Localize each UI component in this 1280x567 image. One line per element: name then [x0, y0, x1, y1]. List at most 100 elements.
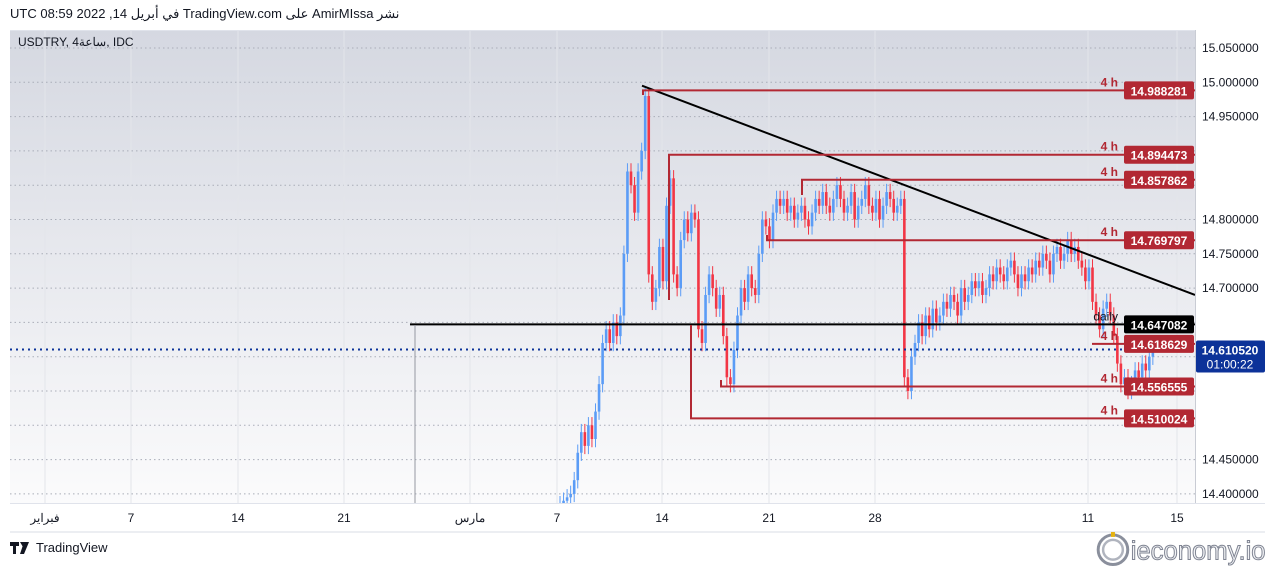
candle-body: [793, 205, 796, 220]
candle: [824, 183, 828, 215]
candle: [693, 204, 697, 228]
candle: [576, 444, 580, 489]
price-label: 14.988281: [1131, 84, 1188, 98]
candle: [654, 279, 658, 311]
candle: [1037, 252, 1041, 276]
candle: [995, 259, 998, 290]
candle-body: [739, 288, 743, 316]
candle-body: [690, 212, 693, 234]
candle-body: [988, 274, 991, 289]
price-label: 14.647082: [1131, 318, 1188, 332]
candle: [899, 190, 903, 215]
candle-body: [668, 178, 672, 206]
candle-body: [651, 274, 654, 302]
candle-body: [1027, 267, 1030, 282]
candle-body: [935, 308, 938, 323]
candle: [885, 183, 888, 215]
candle-body: [594, 411, 597, 440]
candle: [778, 190, 782, 215]
candle: [981, 273, 984, 304]
price-axis[interactable]: [1195, 30, 1266, 503]
trend-line: [641, 84, 1195, 296]
candle-body: [704, 294, 707, 343]
candle: [757, 245, 761, 304]
candle-body: [1059, 246, 1062, 261]
candle-body: [846, 205, 849, 213]
ieconomy-watermark: ieconomy.io: [1096, 531, 1266, 566]
candle-body: [920, 322, 924, 337]
candle: [1002, 266, 1006, 290]
level-timeframe-tag: 4 h: [1101, 403, 1118, 417]
candle-body: [1080, 260, 1084, 268]
price-tick-label: 14.400000: [1202, 487, 1259, 501]
price-tick-label: 14.950000: [1202, 110, 1259, 124]
candle: [924, 307, 927, 345]
candle: [871, 197, 874, 221]
candle-body: [693, 212, 697, 220]
candle-body: [963, 288, 966, 302]
chart-pane[interactable]: [10, 30, 1195, 504]
tradingview-logo[interactable]: TradingView: [10, 540, 108, 555]
candle-body: [1006, 267, 1009, 282]
candle: [640, 142, 643, 180]
candle-body: [803, 205, 807, 220]
candle: [746, 266, 750, 311]
candle: [796, 204, 800, 228]
candle-body: [658, 246, 661, 289]
candle: [661, 238, 665, 290]
candle-body: [853, 192, 856, 220]
candle: [935, 300, 938, 331]
candle-body: [707, 274, 711, 295]
level-timeframe-tag: daily: [1093, 309, 1118, 323]
candle: [718, 286, 722, 317]
candle-body: [611, 322, 615, 343]
candle-body: [917, 322, 920, 343]
level-timeframe-tag: 4 h: [1101, 140, 1118, 154]
candle-body: [636, 171, 640, 213]
candle: [682, 211, 686, 249]
candle-body: [998, 267, 1002, 275]
candle-body: [995, 267, 998, 282]
candle-body: [817, 198, 821, 206]
candle-body: [807, 219, 810, 227]
candle-body: [942, 301, 945, 316]
candle-body: [675, 274, 679, 289]
candle: [753, 279, 757, 304]
price-label: 14.857862: [1131, 174, 1188, 188]
candle-body: [849, 192, 853, 206]
current-price-label: 14.610520: [1202, 343, 1259, 357]
candle-body: [1087, 267, 1091, 282]
candle: [966, 286, 970, 311]
candle: [853, 183, 856, 228]
candle-body: [885, 192, 888, 206]
candle-body: [931, 308, 935, 330]
candle-body: [1101, 308, 1105, 330]
price-tick-label: 15.050000: [1202, 41, 1259, 55]
candle: [1084, 259, 1087, 290]
candle: [615, 314, 619, 345]
candle-body: [629, 171, 633, 186]
price-label: 14.510024: [1131, 412, 1188, 426]
candle-body: [661, 246, 665, 282]
time-tick-label: 11: [1082, 511, 1095, 525]
candle-body: [1098, 315, 1101, 330]
candle-countdown: 01:00:22: [1207, 357, 1254, 371]
candle-body: [580, 432, 583, 453]
candle-body: [970, 281, 974, 295]
candle: [707, 266, 711, 304]
candle-body: [895, 205, 899, 213]
candle: [611, 314, 615, 352]
candle: [697, 211, 700, 338]
candle-body: [1140, 363, 1144, 378]
time-tick-label: 21: [762, 511, 776, 525]
candle-body: [626, 171, 629, 254]
candle: [572, 471, 576, 503]
candle: [888, 183, 892, 208]
candle-body: [1045, 253, 1048, 261]
time-axis[interactable]: [10, 503, 1265, 533]
candle-body: [761, 219, 764, 254]
candle-body: [856, 205, 860, 220]
price-tick-label: 14.700000: [1202, 281, 1259, 295]
candle-body: [977, 281, 981, 289]
